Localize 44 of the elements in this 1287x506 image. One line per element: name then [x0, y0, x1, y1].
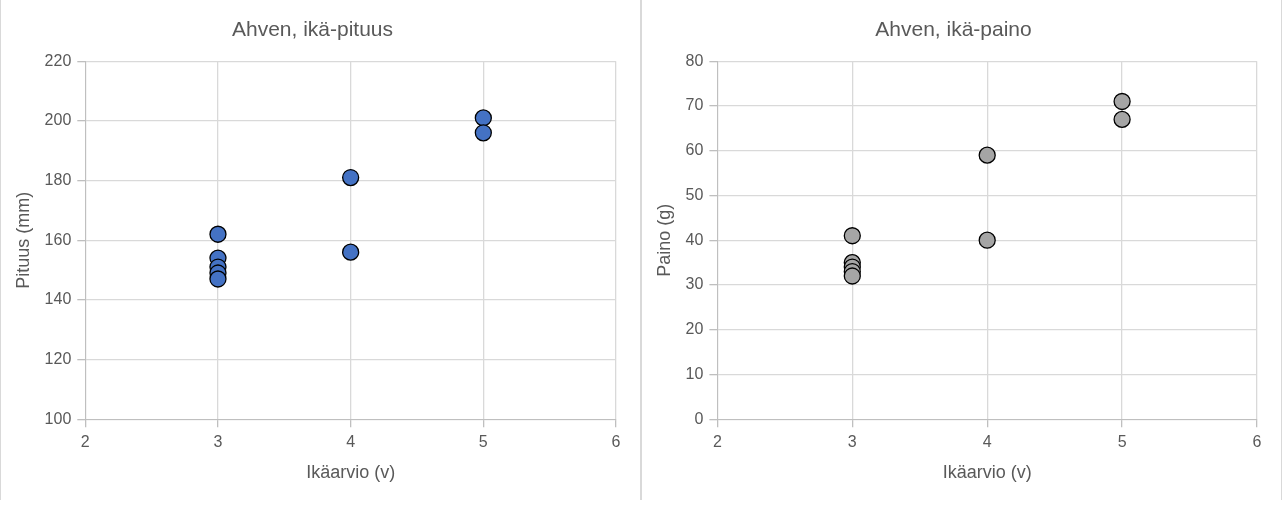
y-tick-label: 40	[685, 230, 704, 248]
point	[843, 267, 861, 285]
point	[1113, 92, 1131, 111]
y-tick-label: 220	[44, 51, 72, 69]
point	[209, 270, 227, 288]
point	[342, 168, 360, 187]
y-tick-label: 0	[694, 409, 704, 427]
x-tick-label: 6	[1252, 433, 1262, 451]
x-axis-title: Ikäarvio (v)	[942, 462, 1032, 483]
y-tick-label: 180	[44, 170, 72, 188]
x-tick-label: 4	[982, 433, 992, 451]
point	[474, 124, 492, 142]
x-tick-label: 3	[213, 433, 223, 451]
chart-title: Ahven, ikä-pituus	[231, 17, 394, 41]
y-tick-label: 160	[44, 230, 72, 248]
y-axis-title: Pituus (mm)	[12, 191, 33, 289]
x-tick-label: 5	[1117, 433, 1127, 451]
y-tick-label: 100	[44, 409, 72, 427]
point	[342, 243, 360, 261]
y-tick-label: 20	[685, 320, 704, 338]
point	[843, 227, 861, 245]
point	[978, 146, 996, 164]
y-tick-label: 200	[44, 111, 72, 129]
point	[1113, 110, 1131, 129]
y-tick-label: 30	[685, 275, 704, 293]
x-tick-label: 5	[478, 433, 488, 451]
chart-title: Ahven, ikä-paino	[875, 17, 1032, 41]
y-tick-label: 50	[685, 185, 704, 203]
point	[209, 225, 227, 243]
y-tick-label: 140	[44, 290, 72, 308]
x-tick-label: 3	[847, 433, 857, 451]
y-tick-label: 70	[685, 96, 704, 114]
y-tick-label: 120	[44, 349, 72, 367]
point	[474, 109, 492, 127]
point	[978, 231, 996, 249]
x-axis-title: Ikäarvio (v)	[306, 462, 396, 483]
y-tick-label: 10	[685, 364, 704, 382]
x-tick-label: 6	[611, 433, 621, 451]
x-tick-label: 2	[712, 433, 722, 451]
x-tick-label: 2	[80, 433, 90, 451]
y-tick-label: 80	[685, 51, 704, 69]
y-tick-label: 60	[685, 141, 704, 159]
y-axis-title: Paino (g)	[653, 203, 674, 277]
x-tick-label: 4	[346, 433, 356, 451]
